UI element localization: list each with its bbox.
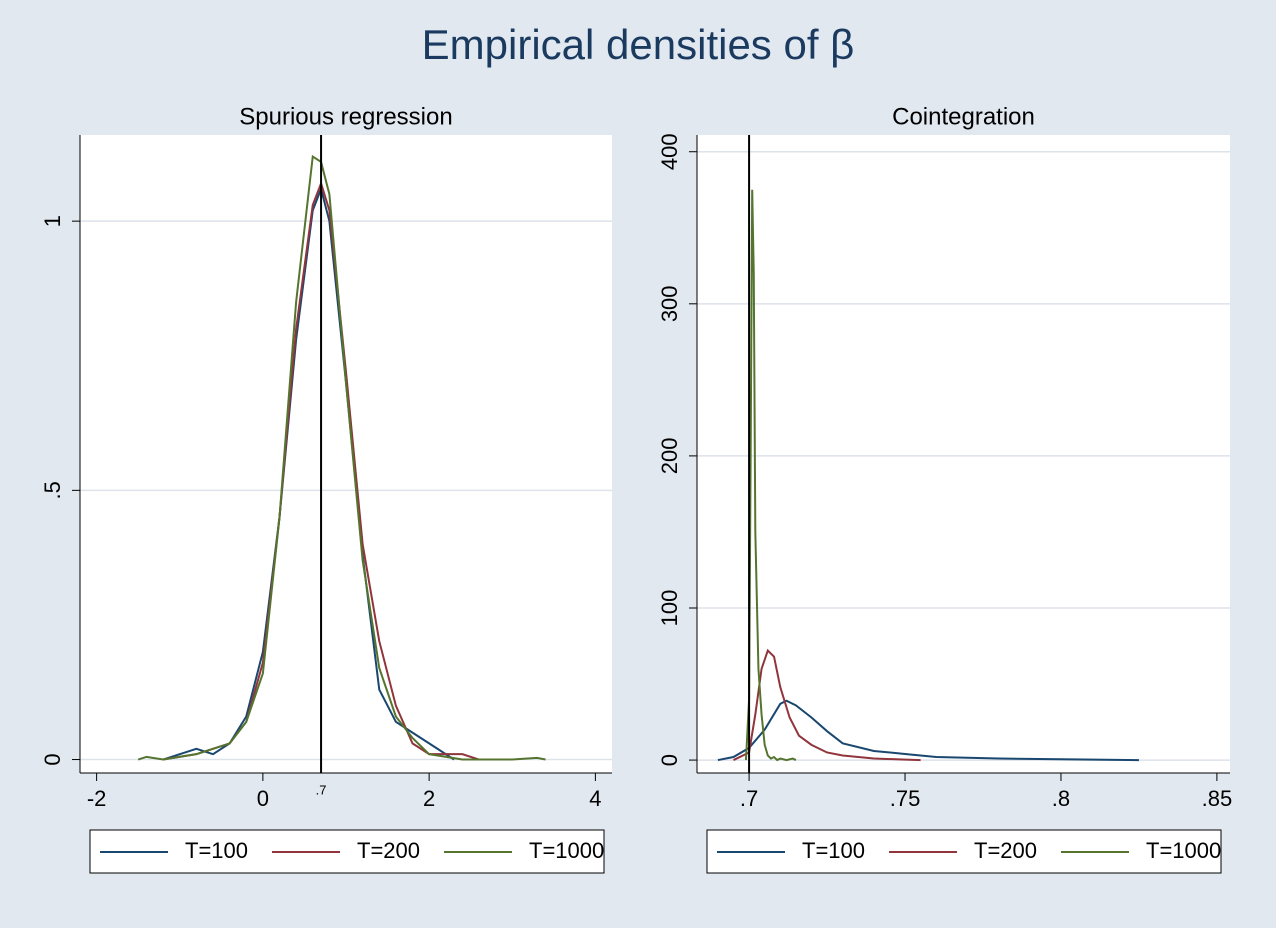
x-tick-label: .85: [1202, 786, 1233, 811]
legend-label: T=100: [185, 838, 248, 863]
y-tick-label: 0: [40, 753, 65, 765]
legend-box: [706, 829, 1222, 874]
density-line: [137, 154, 546, 761]
y-tick-label: 1: [40, 215, 65, 227]
y-tick-label: 300: [657, 285, 682, 322]
figure-title: Empirical densities of β: [422, 21, 855, 68]
legend-label: T=200: [357, 838, 420, 863]
legend-label: T=200: [974, 838, 1037, 863]
x-tick-label: -2: [87, 786, 107, 811]
density-line: [733, 648, 921, 762]
plot-area: [697, 135, 1230, 773]
y-tick-label: 400: [657, 133, 682, 170]
reference-label: .7: [316, 782, 327, 797]
panel-title: Spurious regression: [239, 103, 452, 130]
x-tick-label: .75: [890, 786, 921, 811]
x-tick-label: 2: [423, 786, 435, 811]
y-tick-label: 100: [657, 590, 682, 627]
legend-label: T=1000: [1146, 838, 1221, 863]
x-tick-label: .8: [1052, 786, 1070, 811]
legend-box: [89, 829, 605, 874]
density-line: [744, 189, 797, 762]
legend-label: T=1000: [529, 838, 604, 863]
y-tick-label: .5: [40, 481, 65, 499]
density-line: [717, 699, 1139, 762]
x-tick-label: 0: [257, 786, 269, 811]
density-line: [162, 185, 455, 761]
plot-area: [80, 135, 612, 773]
y-tick-label: 0: [657, 754, 682, 766]
x-tick-label: .7: [740, 786, 758, 811]
x-tick-label: 4: [589, 786, 601, 811]
panel-title: Cointegration: [892, 103, 1035, 130]
y-tick-label: 200: [657, 438, 682, 475]
legend-label: T=100: [802, 838, 865, 863]
